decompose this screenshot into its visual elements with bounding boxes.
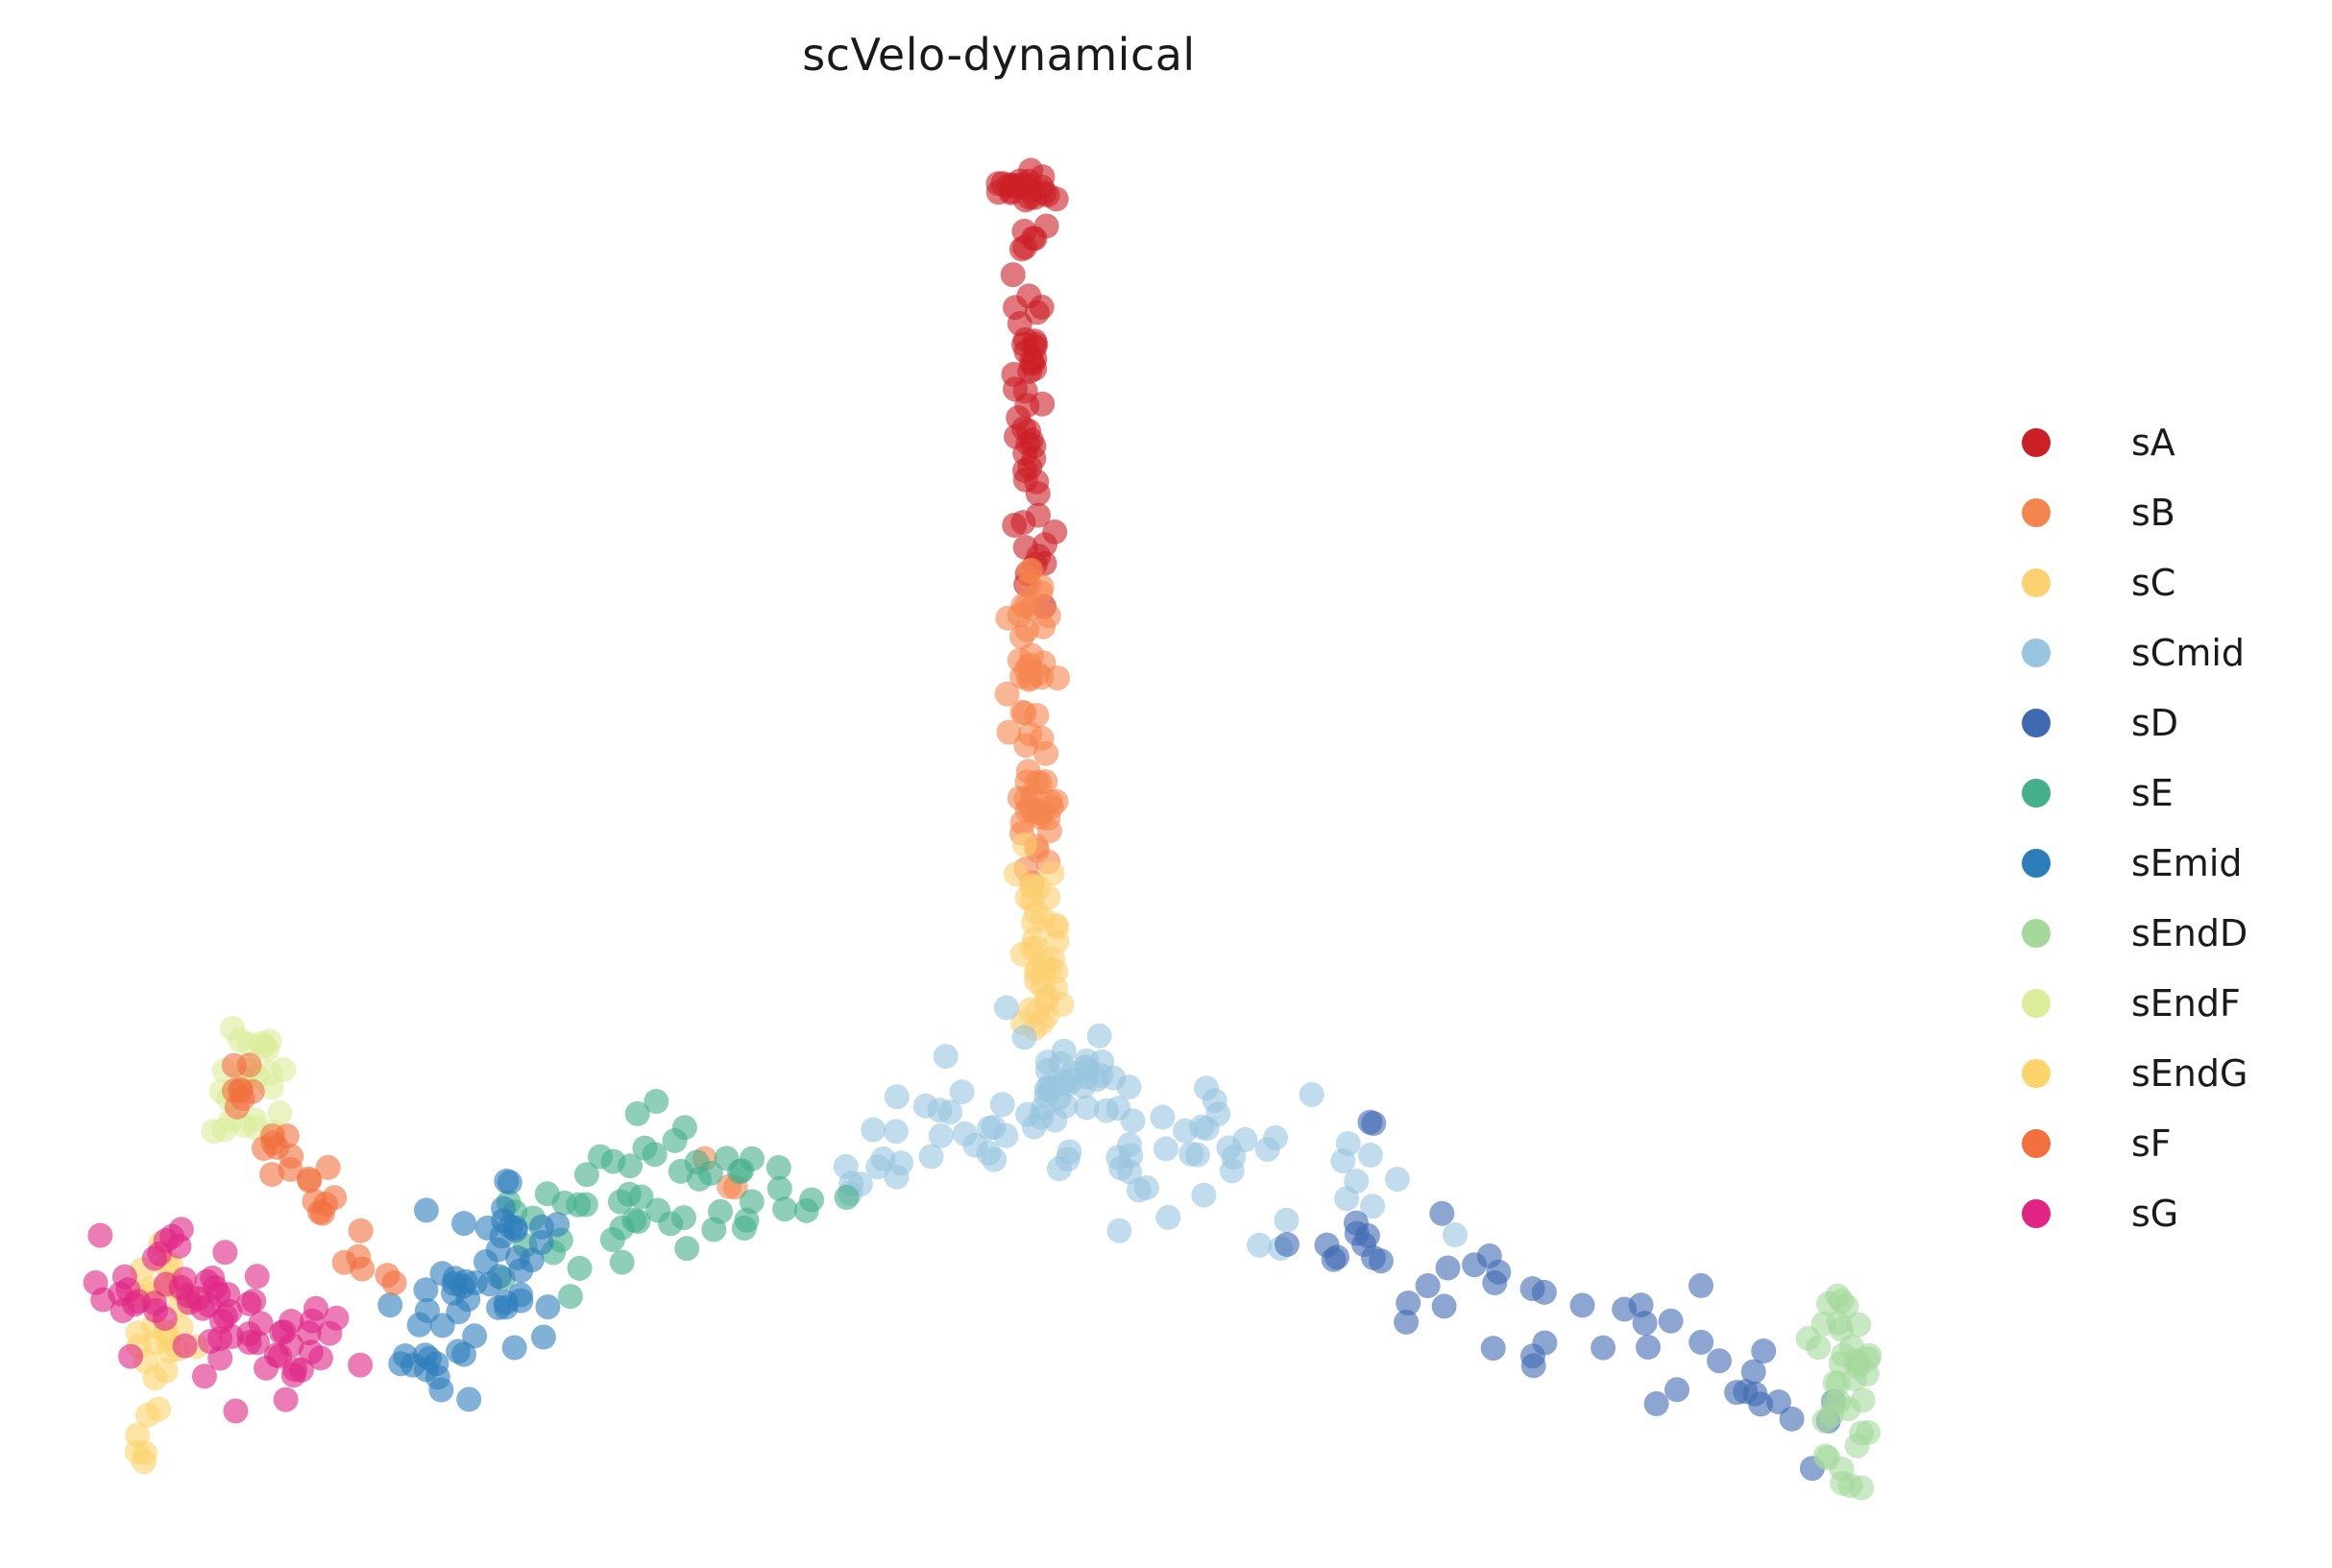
legend-swatch-sB [2022,497,2051,527]
legend-label-sD: sD [2131,701,2179,744]
legend-label-sEndG: sEndG [2131,1051,2248,1095]
legend-item-sD: sD [2022,688,2247,758]
legend-swatch-sEndG [2022,1058,2051,1088]
legend-label-sEndF: sEndF [2131,981,2241,1025]
legend-item-sEndG: sEndG [2022,1038,2247,1108]
legend-swatch-sEndD [2022,918,2051,948]
legend-item-sG: sG [2022,1178,2247,1248]
legend-label-sA: sA [2131,421,2175,464]
legend-label-sC: sC [2131,561,2176,604]
legend-label-sG: sG [2131,1192,2179,1235]
legend-item-sA: sA [2022,407,2247,477]
legend-item-sB: sB [2022,477,2247,547]
legend-swatch-sC [2022,567,2051,597]
series-sEndD-points [1795,1283,1883,1501]
series-sG-points [83,1217,374,1424]
legend-item-sEndF: sEndF [2022,968,2247,1038]
legend-swatch-sF [2022,1128,2051,1158]
legend-swatch-sEndF [2022,988,2051,1018]
chart-title: scVelo-dynamical [802,29,1196,81]
legend-swatch-sD [2022,708,2051,737]
legend-item-sE: sE [2022,758,2247,828]
series-sEmid-points [377,1169,571,1412]
series-sA-points [985,157,1069,619]
legend-label-sEmid: sEmid [2131,841,2243,884]
series-sE-points [490,1089,860,1310]
legend-item-sF: sF [2022,1108,2247,1178]
series-sF-points [221,1052,407,1296]
series-sB-points [692,557,1071,1200]
legend-label-sE: sE [2131,771,2174,814]
series-sCmid-points [833,995,1468,1262]
legend-item-sEndD: sEndD [2022,898,2247,968]
legend-item-sEmid: sEmid [2022,828,2247,898]
legend-swatch-sG [2022,1198,2051,1228]
legend-label-sCmid: sCmid [2131,631,2246,674]
legend-swatch-sEmid [2022,848,2051,878]
legend-item-sC: sC [2022,547,2247,617]
legend-swatch-sE [2022,778,2051,808]
legend-item-sCmid: sCmid [2022,617,2247,688]
legend-label-sB: sB [2131,491,2175,534]
series-sD-points [1275,1109,1846,1482]
legend-swatch-sCmid [2022,638,2051,667]
legend-label-sEndD: sEndD [2131,911,2248,954]
legend-swatch-sA [2022,427,2051,457]
series-sC-points [1003,832,1075,1041]
legend: sA sB sC sCmid sD sE sEmid sEndD sEndF sEndG sF sG [2022,407,2247,1248]
legend-label-sF: sF [2131,1122,2172,1165]
